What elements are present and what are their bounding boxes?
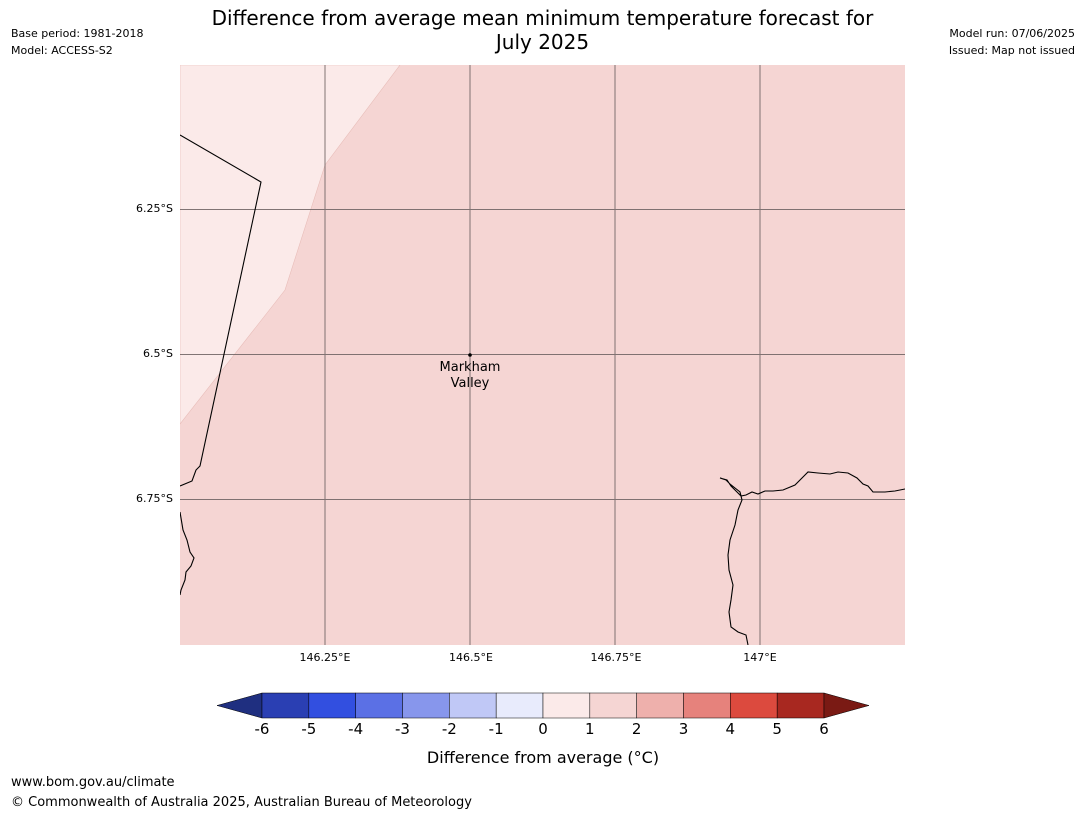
colorbar-tick-label: 0 (538, 720, 548, 738)
colorbar-label: Difference from average (°C) (426, 748, 660, 767)
place-label-markham-valley: Markham Valley (420, 360, 520, 392)
issued-text: Issued: Map not issued (948, 44, 1075, 57)
footer-url: www.bom.gov.au/climate (11, 775, 175, 790)
colorbar-tick-label: 4 (725, 720, 736, 738)
colorbar-bins (216, 692, 870, 719)
colorbar-bin (730, 692, 778, 719)
colorbar-bin (636, 692, 684, 719)
model-text: Model: ACCESS-S2 (11, 44, 113, 57)
place-name-line2: Valley (450, 376, 490, 391)
colorbar-tick-label: -1 (488, 720, 504, 738)
coast-west-fragment (180, 511, 195, 596)
colorbar-tick-label: 2 (631, 720, 642, 738)
base-period-text: Base period: 1981-2018 (11, 27, 144, 40)
anomaly-region-0-1 (180, 65, 401, 425)
graticule (180, 65, 905, 645)
colorbar-tick-label: 1 (585, 720, 595, 738)
coastlines (180, 134, 905, 645)
colorbar-extend-low (216, 692, 263, 719)
colorbar-extend-high (823, 692, 870, 719)
colorbar-bin (355, 692, 403, 719)
colorbar-bin (449, 692, 497, 719)
lon-label-146-75: 146.75°E (590, 651, 642, 664)
colorbar-tick-label: -2 (441, 720, 457, 738)
lat-label-6-75: 6.75°S (136, 492, 173, 505)
colorbar-tick-label: -3 (395, 720, 410, 738)
model-run-text: Model run: 07/06/2025 (949, 27, 1075, 40)
colorbar-tick-label: 6 (819, 720, 829, 738)
lat-label-6-25: 6.25°S (136, 202, 173, 215)
colorbar-tick-label: 5 (772, 720, 782, 738)
colorbar-bin (308, 692, 356, 719)
colorbar-bin (261, 692, 310, 719)
map-title-line1: Difference from average mean minimum tem… (211, 6, 874, 30)
colorbar-tick-label: 3 (678, 720, 689, 738)
colorbar-bin (542, 692, 591, 719)
coast-east (719, 471, 905, 645)
footer-copyright: © Commonwealth of Australia 2025, Austra… (11, 795, 472, 810)
colorbar-bin (683, 692, 731, 719)
colorbar-tick-label: -5 (301, 720, 317, 738)
colorbar-tick-label: -4 (348, 720, 364, 738)
lon-label-147: 147°E (743, 651, 777, 664)
header-meta-right: Model run: 07/06/2025 Issued: Map not is… (949, 25, 1075, 59)
place-name-line1: Markham (439, 360, 501, 375)
markham-valley-marker (468, 353, 472, 357)
map-title: Difference from average mean minimum tem… (180, 6, 905, 54)
colorbar-bin (776, 692, 825, 719)
lat-label-6-5: 6.5°S (143, 347, 173, 360)
colorbar-bin (495, 692, 544, 719)
header-meta-left: Base period: 1981-2018 Model: ACCESS-S2 (11, 25, 143, 59)
colorbar-bin (589, 692, 637, 719)
border-line-west (180, 134, 262, 487)
colorbar-bin (402, 692, 450, 719)
map-title-line2: July 2025 (495, 30, 590, 54)
lon-label-146-25: 146.25°E (299, 651, 351, 664)
colorbar-tick-label: -6 (254, 720, 270, 738)
lon-label-146-5: 146.5°E (449, 651, 493, 664)
